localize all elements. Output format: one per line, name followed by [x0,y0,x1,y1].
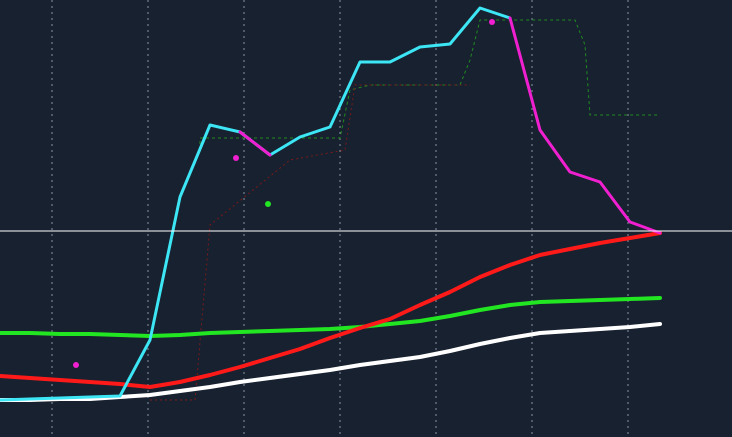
stop-line [150,84,470,401]
signal-dot [73,362,79,368]
signal-dot [489,19,495,25]
stop-line [199,19,658,150]
signal-dot [233,155,239,161]
series-line [0,231,662,389]
series-line [238,16,662,235]
signal-dot [265,201,271,207]
series-line [0,296,662,338]
vertical-grid [51,0,629,437]
